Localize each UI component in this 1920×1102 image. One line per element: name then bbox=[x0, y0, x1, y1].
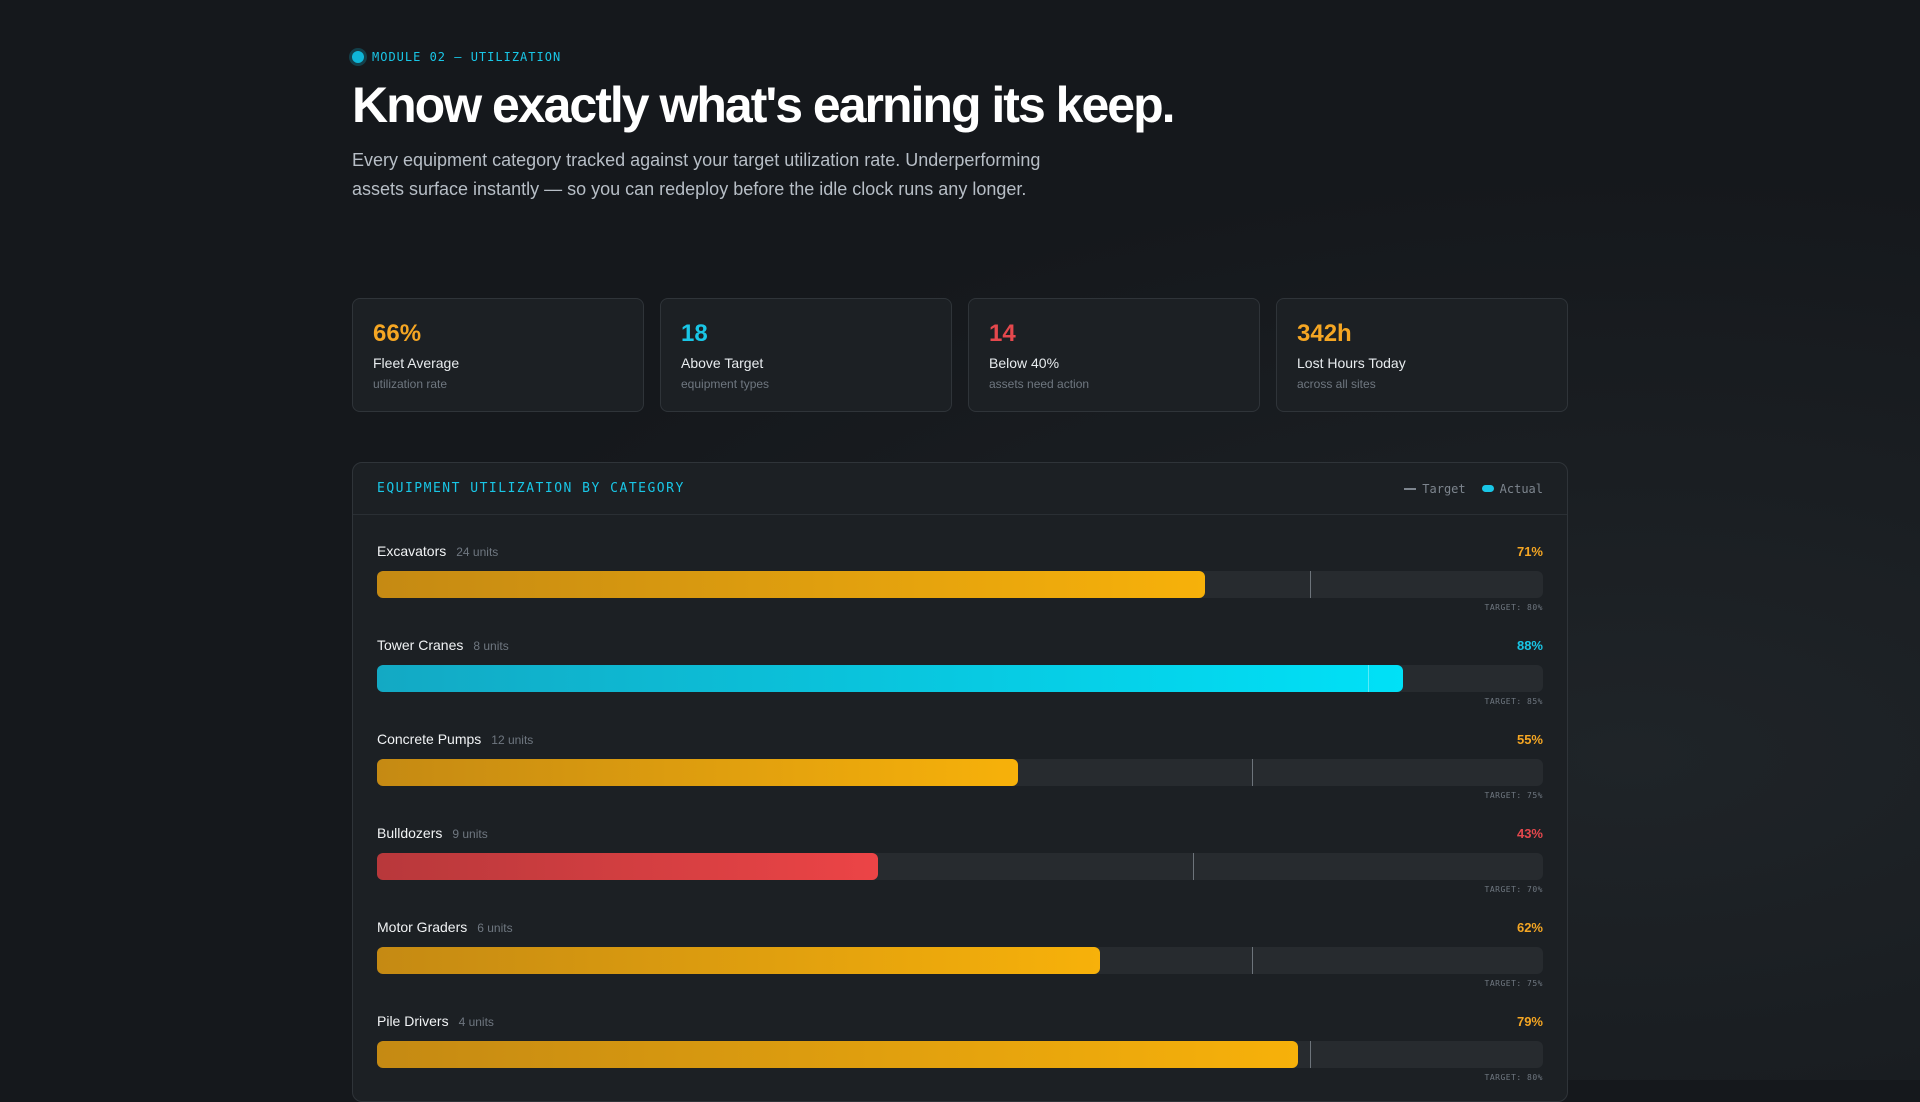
actual-bar bbox=[377, 571, 1205, 598]
stat-sublabel: across all sites bbox=[1297, 377, 1376, 391]
actual-value-label: 79% bbox=[1516, 1014, 1543, 1029]
bar-track bbox=[377, 1041, 1543, 1068]
category-label: Bulldozers bbox=[377, 825, 443, 841]
actual-bar bbox=[377, 947, 1100, 974]
target-marker bbox=[1368, 665, 1370, 692]
row-label-group: Concrete Pumps 12 units bbox=[377, 731, 533, 749]
unit-count: 6 units bbox=[477, 921, 513, 935]
stat-card-above-target: 18 Above Target equipment types bbox=[660, 298, 952, 412]
chart-row: Pile Drivers 4 units 79% TARGET: 80% bbox=[377, 985, 1543, 1082]
panel-title: EQUIPMENT UTILIZATION BY CATEGORY bbox=[377, 481, 685, 496]
actual-bar-icon bbox=[1481, 485, 1494, 492]
actual-bar bbox=[377, 853, 879, 880]
actual-value-label: 43% bbox=[1516, 826, 1543, 841]
target-label: TARGET: 80% bbox=[1484, 603, 1543, 612]
chart-row: Concrete Pumps 12 units 55% TARGET: 75% bbox=[377, 703, 1543, 800]
stat-value: 342h bbox=[1297, 320, 1352, 347]
chart-row: Excavators 24 units 71% TARGET: 80% bbox=[377, 515, 1543, 612]
target-label: TARGET: 85% bbox=[1484, 697, 1543, 706]
module-eyebrow: MODULE 02 — UTILIZATION bbox=[352, 50, 561, 64]
stat-label: Lost Hours Today bbox=[1297, 355, 1406, 371]
stat-sublabel: assets need action bbox=[989, 377, 1090, 391]
row-header: Motor Graders 6 units 62% bbox=[377, 919, 1543, 937]
row-label-group: Tower Cranes 8 units bbox=[377, 637, 509, 655]
chart-rows: Excavators 24 units 71% TARGET: 80% Tower Cr… bbox=[353, 515, 1567, 1082]
stat-card-fleet-average: 66% Fleet Average utilization rate bbox=[352, 298, 644, 412]
page-description: Every equipment category tracked against… bbox=[352, 150, 1041, 199]
actual-value-label: 71% bbox=[1516, 544, 1543, 559]
row-header: Bulldozers 9 units 43% bbox=[377, 825, 1543, 843]
stat-card-lost-hours: 342h Lost Hours Today across all sites bbox=[1276, 298, 1568, 412]
target-line-icon bbox=[1404, 487, 1417, 490]
chart-legend: Target Actual bbox=[1404, 482, 1543, 496]
target-label: TARGET: 70% bbox=[1484, 885, 1543, 894]
stat-label: Fleet Average bbox=[373, 355, 460, 371]
legend-target: Target bbox=[1404, 481, 1466, 496]
actual-bar bbox=[377, 665, 1404, 692]
target-label: TARGET: 80% bbox=[1484, 1073, 1543, 1082]
unit-count: 9 units bbox=[452, 827, 488, 841]
chart-row: Tower Cranes 8 units 88% TARGET: 85% bbox=[377, 609, 1543, 706]
unit-count: 12 units bbox=[491, 733, 534, 747]
row-label-group: Bulldozers 9 units bbox=[377, 825, 488, 843]
target-marker bbox=[1309, 571, 1311, 598]
actual-value-label: 55% bbox=[1516, 732, 1543, 747]
stat-value: 14 bbox=[989, 320, 1016, 347]
stat-card-below-40: 14 Below 40% assets need action bbox=[968, 298, 1260, 412]
bar-track bbox=[377, 665, 1543, 692]
actual-value-label: 62% bbox=[1516, 920, 1543, 935]
row-label-group: Motor Graders 6 units bbox=[377, 919, 513, 937]
unit-count: 8 units bbox=[473, 639, 509, 653]
row-label-group: Pile Drivers 4 units bbox=[377, 1013, 494, 1031]
panel-header: EQUIPMENT UTILIZATION BY CATEGORY Target… bbox=[353, 463, 1567, 515]
bar-track bbox=[377, 759, 1543, 786]
actual-bar bbox=[377, 759, 1019, 786]
stat-label: Below 40% bbox=[989, 355, 1060, 371]
row-header: Tower Cranes 8 units 88% bbox=[377, 637, 1543, 655]
target-marker bbox=[1251, 947, 1253, 974]
category-label: Motor Graders bbox=[377, 919, 468, 935]
bar-track bbox=[377, 571, 1543, 598]
bar-track bbox=[377, 853, 1543, 880]
status-dot-icon bbox=[352, 51, 364, 63]
row-label-group: Excavators 24 units bbox=[377, 543, 498, 561]
target-label: TARGET: 75% bbox=[1484, 791, 1543, 800]
category-label: Concrete Pumps bbox=[377, 731, 482, 747]
utilization-chart-panel: EQUIPMENT UTILIZATION BY CATEGORY Target… bbox=[352, 462, 1568, 1102]
stat-label: Above Target bbox=[681, 355, 764, 371]
stat-sublabel: equipment types bbox=[681, 377, 770, 391]
target-label: TARGET: 75% bbox=[1484, 979, 1543, 988]
stat-sublabel: utilization rate bbox=[373, 377, 448, 391]
row-header: Pile Drivers 4 units 79% bbox=[377, 1013, 1543, 1031]
category-label: Tower Cranes bbox=[377, 637, 464, 653]
legend-target-label: Target bbox=[1422, 481, 1466, 496]
stat-value: 18 bbox=[681, 320, 708, 347]
actual-bar bbox=[377, 1041, 1299, 1068]
target-marker bbox=[1251, 759, 1253, 786]
category-label: Excavators bbox=[377, 543, 447, 559]
stat-value: 66% bbox=[373, 320, 422, 347]
actual-value-label: 88% bbox=[1516, 638, 1543, 653]
eyebrow-label: MODULE 02 — UTILIZATION bbox=[372, 50, 562, 64]
legend-actual: Actual bbox=[1481, 481, 1543, 496]
chart-row: Motor Graders 6 units 62% TARGET: 75% bbox=[377, 891, 1543, 988]
page-title: Know exactly what's earning its keep. bbox=[352, 77, 1176, 133]
stat-cards: 66% Fleet Average utilization rate 18 Ab… bbox=[352, 298, 1568, 412]
row-header: Concrete Pumps 12 units 55% bbox=[377, 731, 1543, 749]
chart-row: Bulldozers 9 units 43% TARGET: 70% bbox=[377, 797, 1543, 894]
row-header: Excavators 24 units 71% bbox=[377, 543, 1543, 561]
unit-count: 4 units bbox=[458, 1015, 494, 1029]
category-label: Pile Drivers bbox=[377, 1013, 449, 1029]
target-marker bbox=[1309, 1041, 1311, 1068]
unit-count: 24 units bbox=[456, 545, 499, 559]
bar-track bbox=[377, 947, 1543, 974]
target-marker bbox=[1193, 853, 1195, 880]
legend-actual-label: Actual bbox=[1499, 481, 1543, 496]
